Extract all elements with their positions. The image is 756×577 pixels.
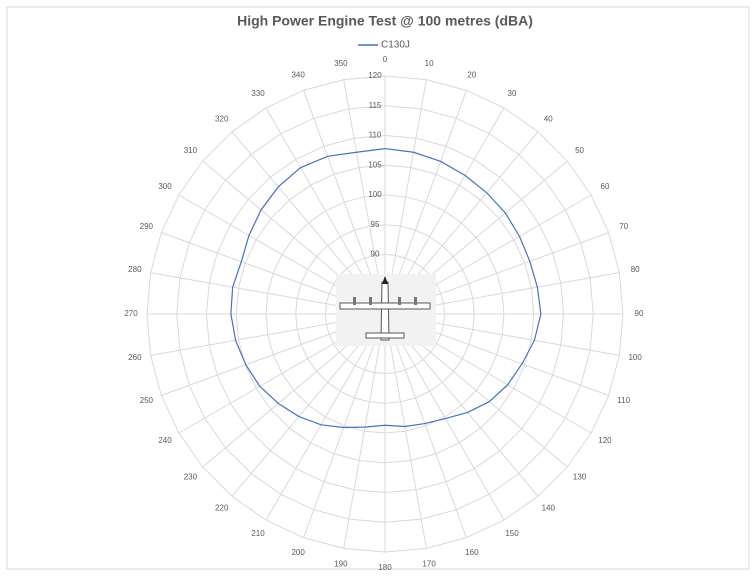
angle-label: 160 bbox=[465, 548, 479, 557]
chart-title: High Power Engine Test @ 100 metres (dBA… bbox=[237, 13, 533, 29]
angle-label: 190 bbox=[334, 559, 348, 568]
angle-label: 0 bbox=[383, 55, 388, 64]
angle-label: 180 bbox=[378, 563, 392, 572]
angle-label: 200 bbox=[291, 548, 305, 557]
series-line bbox=[230, 147, 542, 429]
r-tick-label: 100 bbox=[368, 190, 382, 199]
spoke bbox=[343, 313, 386, 549]
angle-label: 230 bbox=[184, 472, 198, 481]
r-tick-label: 95 bbox=[371, 220, 380, 229]
angle-label: 290 bbox=[140, 222, 154, 231]
angle-label: 50 bbox=[575, 146, 584, 155]
angle-label: 170 bbox=[422, 559, 436, 568]
engine bbox=[369, 297, 372, 305]
r-tick-label: 105 bbox=[368, 160, 382, 169]
angle-label: 220 bbox=[215, 504, 229, 513]
engine bbox=[398, 297, 401, 305]
angle-label: 320 bbox=[215, 115, 229, 124]
angle-label: 70 bbox=[619, 222, 628, 231]
tailplane bbox=[365, 332, 405, 339]
angle-label: 60 bbox=[601, 182, 610, 191]
angle-label: 210 bbox=[251, 529, 265, 538]
legend: C130J bbox=[358, 40, 410, 51]
angle-label: 40 bbox=[544, 115, 553, 124]
spoke bbox=[384, 313, 467, 538]
angle-label: 310 bbox=[184, 146, 198, 155]
angle-label: 10 bbox=[425, 59, 434, 68]
angle-label: 300 bbox=[158, 182, 172, 191]
angle-label: 250 bbox=[140, 396, 154, 405]
spoke bbox=[303, 313, 386, 538]
angle-label: 80 bbox=[631, 265, 640, 274]
angle-label: 100 bbox=[628, 353, 642, 362]
angle-label: 90 bbox=[635, 309, 644, 318]
angle-label: 140 bbox=[542, 504, 556, 513]
engine bbox=[414, 297, 417, 305]
fuselage bbox=[380, 281, 390, 341]
spoke bbox=[384, 313, 505, 521]
angle-label: 20 bbox=[467, 70, 476, 79]
series bbox=[230, 147, 542, 429]
angle-label: 270 bbox=[124, 309, 138, 318]
angle-label: 350 bbox=[334, 59, 348, 68]
nose bbox=[382, 276, 388, 284]
angle-label: 150 bbox=[505, 529, 519, 538]
aircraft-icon bbox=[336, 274, 436, 346]
angle-label: 260 bbox=[128, 353, 142, 362]
legend-label: C130J bbox=[381, 40, 410, 51]
angle-label: 340 bbox=[291, 70, 305, 79]
engine bbox=[353, 297, 356, 305]
angle-label: 130 bbox=[573, 472, 587, 481]
spoke bbox=[265, 313, 386, 521]
angle-label: 330 bbox=[251, 89, 265, 98]
angle-label: 280 bbox=[128, 265, 142, 274]
angle-label: 240 bbox=[158, 436, 172, 445]
angle-label: 30 bbox=[508, 89, 517, 98]
angle-label: 110 bbox=[617, 396, 630, 405]
angle-label: 120 bbox=[598, 436, 612, 445]
r-tick-label: 110 bbox=[369, 131, 382, 140]
r-tick-label: 90 bbox=[371, 250, 380, 259]
spoke bbox=[384, 313, 427, 549]
r-tick-label: 115 bbox=[369, 101, 382, 110]
r-tick-label: 120 bbox=[368, 71, 382, 80]
